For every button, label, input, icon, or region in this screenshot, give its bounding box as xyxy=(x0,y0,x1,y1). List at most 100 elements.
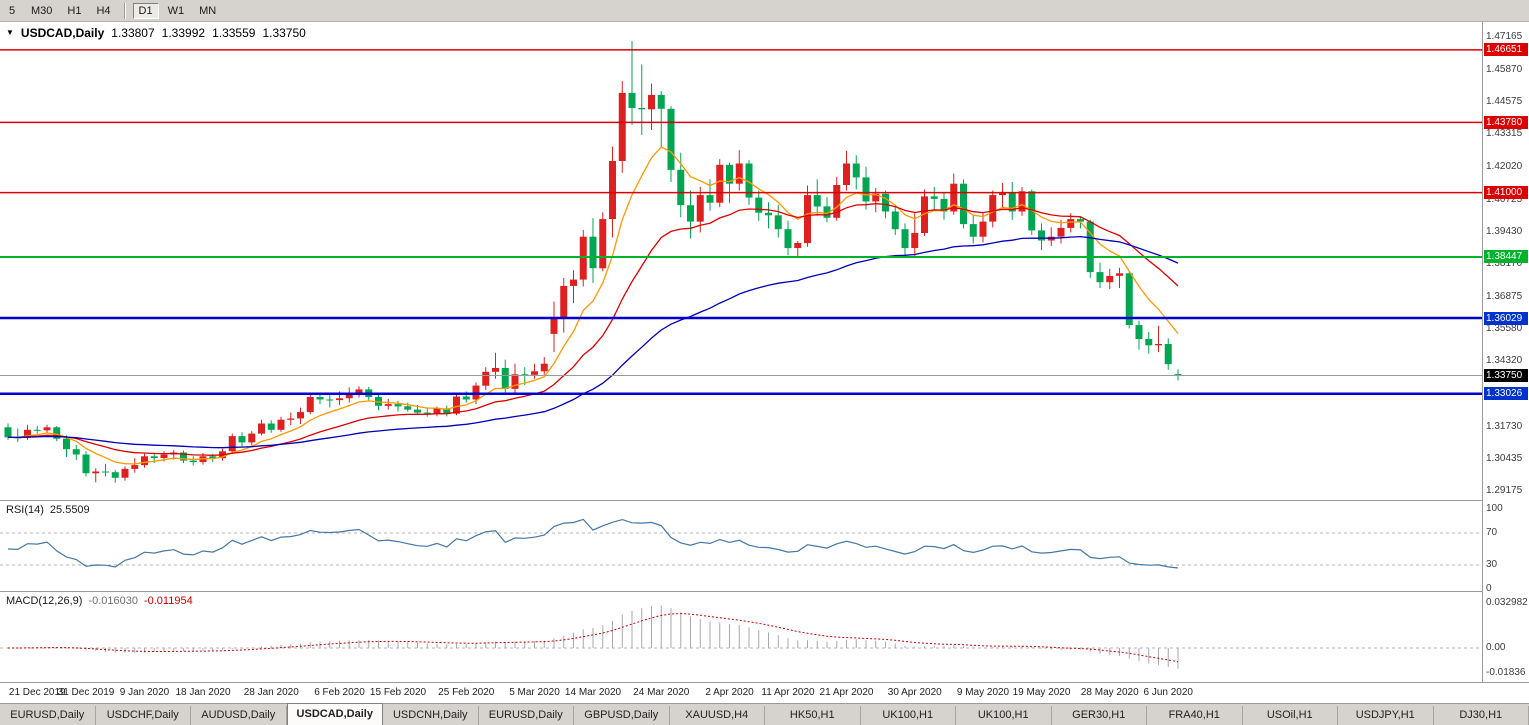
macd-canvas[interactable] xyxy=(0,592,1482,682)
toolbar-period-D1[interactable]: D1 xyxy=(132,2,159,19)
time-axis-label: 21 Apr 2020 xyxy=(819,687,874,698)
price-badge-1.43780: 1.43780 xyxy=(1484,115,1528,129)
macd-pane[interactable]: MACD(12,26,9) -0.016030 -0.011954 xyxy=(0,592,1482,682)
chart-tab-USDCHF-Daily[interactable]: USDCHF,Daily xyxy=(96,706,191,725)
ma-line-55 xyxy=(8,235,1179,449)
price-axis[interactable]: 1.471651.458701.445751.433151.420201.407… xyxy=(1482,22,1529,682)
macd-axis-label: 0.032982 xyxy=(1486,597,1528,608)
price-badge-1.38447: 1.38447 xyxy=(1484,250,1528,264)
time-axis-label: 31 Dec 2019 xyxy=(57,687,115,698)
time-axis[interactable]: 21 Dec 2019 31 Dec 2019 9 Jan 2020 18 Jan 2… xyxy=(0,682,1529,703)
chart-tab-USDCAD-Daily[interactable]: USDCAD,Daily xyxy=(286,703,383,725)
chart-tab-DJ30-H1[interactable]: DJ30,H1 xyxy=(1434,706,1529,725)
price-axis-label: 1.47165 xyxy=(1486,30,1523,42)
price-axis-label: 1.29175 xyxy=(1486,485,1523,496)
chart-tab-USDJPY-H1[interactable]: USDJPY,H1 xyxy=(1338,706,1434,725)
macd-label: MACD(12,26,9) -0.016030 -0.011954 xyxy=(6,595,193,607)
rsi-label: RSI(14) 25.5509 xyxy=(6,504,90,516)
chart-tab-HK50-H1[interactable]: HK50,H1 xyxy=(765,706,861,725)
main-chart-pane[interactable]: ▼ USDCAD,Daily 1.33807 1.33992 1.33559 1… xyxy=(0,22,1482,500)
timeframe-toolbar: 5 M30 H1 H4 D1 W1 MN xyxy=(0,0,1529,22)
candles-layer xyxy=(4,41,1182,483)
time-axis-label: 15 Feb 2020 xyxy=(369,687,427,698)
price-axis-label: 1.36875 xyxy=(1486,290,1523,302)
chart-tab-EURUSD-Daily[interactable]: EURUSD,Daily xyxy=(479,706,574,725)
time-axis-label: 6 Jun 2020 xyxy=(1143,687,1194,698)
price-axis-label: 1.43315 xyxy=(1486,128,1523,140)
toolbar-period-W1[interactable]: W1 xyxy=(167,4,185,17)
rsi-axis-label: 30 xyxy=(1486,559,1498,570)
chart-tabs-bar: EURUSD,Daily USDCHF,Daily AUDUSD,Daily USDC… xyxy=(0,703,1529,725)
ma-line-21 xyxy=(8,203,1179,456)
price-axis-label: 1.31730 xyxy=(1486,420,1523,432)
macd-signal-line xyxy=(8,613,1179,663)
price-axis-label: 1.38170 xyxy=(1486,257,1523,269)
price-axis-label: 1.42020 xyxy=(1486,160,1523,172)
macd-axis-label: -0.01836 xyxy=(1486,667,1526,679)
chart-tab-EURUSD-Daily[interactable]: EURUSD,Daily xyxy=(0,706,96,725)
main-chart-canvas[interactable] xyxy=(0,22,1482,500)
rsi-canvas[interactable] xyxy=(0,501,1482,591)
ohlc-low: 1.33559 xyxy=(212,26,256,40)
ohlc-close: 1.33750 xyxy=(262,26,306,40)
chart-tab-XAUUSD-H4[interactable]: XAUUSD,H4 xyxy=(670,706,765,725)
time-axis-label: 28 May 2020 xyxy=(1080,687,1139,698)
time-axis-label: 11 Apr 2020 xyxy=(761,687,815,698)
chart-tab-FRA40-H1[interactable]: FRA40,H1 xyxy=(1147,706,1243,725)
chart-tab-GBPUSD-Daily[interactable]: GBPUSD,Daily xyxy=(574,706,670,725)
chart-tab-UK100-H1[interactable]: UK100,H1 xyxy=(861,706,956,725)
toolbar-period-M30[interactable]: M30 xyxy=(31,4,53,17)
macd-main-value: -0.016030 xyxy=(88,595,138,607)
ohlc-high: 1.33992 xyxy=(161,26,206,40)
toolbar-separator xyxy=(123,2,126,19)
rsi-line xyxy=(7,518,1179,569)
chart-title: ▼ USDCAD,Daily 1.33807 1.33992 1.33559 1… xyxy=(6,26,306,40)
chart-window: ▼ USDCAD,Daily 1.33807 1.33992 1.33559 1… xyxy=(0,22,1529,703)
price-axis-label: 1.30435 xyxy=(1486,453,1523,465)
time-axis-label: 30 Apr 2020 xyxy=(887,687,942,698)
pane-splitter[interactable] xyxy=(0,500,1529,501)
rsi-axis-label: 70 xyxy=(1486,527,1498,538)
pane-splitter[interactable] xyxy=(0,591,1529,592)
ohlc-open: 1.33807 xyxy=(111,26,155,40)
price-axis-label: 1.34320 xyxy=(1486,355,1523,367)
macd-axis-label: 0.00 xyxy=(1486,642,1506,653)
price-badge-1.41000: 1.41000 xyxy=(1484,186,1528,200)
time-axis-label: 14 Mar 2020 xyxy=(564,687,622,698)
time-axis-label: 9 Jan 2020 xyxy=(119,687,170,698)
time-axis-label: 6 Feb 2020 xyxy=(314,687,365,698)
chart-dropdown-icon[interactable]: ▼ xyxy=(6,28,14,37)
ma-line-8 xyxy=(7,146,1179,465)
macd-name: MACD(12,26,9) xyxy=(6,595,83,607)
time-axis-label: 19 May 2020 xyxy=(1012,687,1071,698)
time-axis-label: 28 Jan 2020 xyxy=(243,687,299,698)
chart-symbol-label: USDCAD,Daily xyxy=(20,26,105,40)
chart-tab-UK100-H1[interactable]: UK100,H1 xyxy=(956,706,1052,725)
toolbar-period-5[interactable]: 5 xyxy=(8,4,16,17)
time-axis-label: 2 Apr 2020 xyxy=(705,687,754,698)
rsi-axis-label: 0 xyxy=(1486,583,1492,594)
toolbar-period-H4[interactable]: H4 xyxy=(96,4,111,17)
price-axis-label: 1.39430 xyxy=(1486,226,1523,238)
macd-histogram xyxy=(27,605,1179,669)
rsi-name: RSI(14) xyxy=(6,504,44,516)
time-axis-label: 5 Mar 2020 xyxy=(509,687,560,698)
chart-tab-USDCNH-Daily[interactable]: USDCNH,Daily xyxy=(383,706,479,725)
price-axis-label: 1.45870 xyxy=(1486,63,1523,75)
price-badge-1.33750: 1.33750 xyxy=(1484,369,1528,383)
rsi-pane[interactable]: RSI(14) 25.5509 xyxy=(0,501,1482,591)
price-axis-label: 1.44575 xyxy=(1486,96,1523,108)
time-axis-label: 25 Feb 2020 xyxy=(438,687,495,698)
price-badge-1.33026: 1.33026 xyxy=(1484,387,1528,401)
time-axis-label: 18 Jan 2020 xyxy=(175,687,231,698)
chart-tab-GER30-H1[interactable]: GER30,H1 xyxy=(1052,706,1147,725)
time-axis-label: 24 Mar 2020 xyxy=(633,687,690,698)
macd-signal-value: -0.011954 xyxy=(143,595,193,607)
chart-tab-AUDUSD-Daily[interactable]: AUDUSD,Daily xyxy=(191,706,287,725)
toolbar-period-MN[interactable]: MN xyxy=(199,4,217,17)
time-axis-label: 9 May 2020 xyxy=(956,687,1010,698)
chart-tab-USOil-H1[interactable]: USOil,H1 xyxy=(1243,706,1338,725)
toolbar-period-H1[interactable]: H1 xyxy=(67,4,82,17)
price-badge-1.46651: 1.46651 xyxy=(1484,43,1528,57)
rsi-axis-label: 100 xyxy=(1486,503,1503,514)
